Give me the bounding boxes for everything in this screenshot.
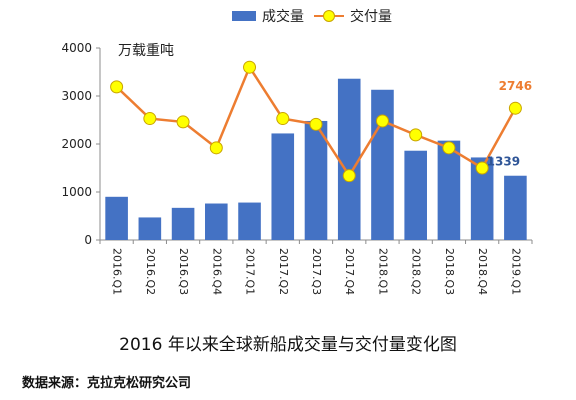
bar [504,175,527,240]
y-tick-label: 3000 [61,89,92,103]
line-point [309,117,323,131]
bar [238,202,261,240]
line-point [176,115,190,129]
x-tick-label: 2017.Q4 [343,248,356,295]
x-tick-label: 2018.Q4 [476,248,489,295]
bar [138,217,162,240]
legend-label-bar: 成交量 [262,9,304,25]
line-point [442,141,456,155]
bar [304,120,328,240]
bar [437,140,461,240]
y-tick-label: 0 [84,233,92,247]
line-point [475,161,489,175]
legend-bar-swatch [232,11,256,21]
legend-line-swatch [314,9,344,23]
line-point [209,141,223,155]
line-point [110,80,124,94]
bar [337,78,361,240]
line-point [375,114,389,128]
x-tick-label: 2017.Q3 [310,248,323,295]
x-tick-label: 2016.Q4 [210,248,223,295]
bar [371,89,394,240]
line-point [243,60,257,74]
x-tick-label: 2016.Q1 [111,248,124,295]
bar [205,203,228,240]
y-tick-label: 2000 [61,137,92,151]
x-tick-label: 2018.Q2 [410,248,423,295]
plot-area: 0 1000 2000 3000 4000 2016.Q1 2016.Q2 2016.Q3 20… [61,41,533,295]
legend-item-line: 交付量 [314,6,392,26]
legend-label-line: 交付量 [350,9,392,25]
line-point [508,101,522,115]
x-tick-label: 2016.Q2 [144,248,157,295]
x-tick-label: 2017.Q2 [277,248,290,295]
line-point [342,169,356,183]
x-tick-label: 2019.Q1 [509,248,522,295]
x-tick-label: 2016.Q3 [177,248,190,295]
line-point [409,128,423,142]
bar [470,157,494,240]
x-tick-label: 2018.Q3 [443,248,456,295]
line-point [276,112,290,126]
bar [105,196,128,240]
y-tick-label: 4000 [61,41,92,55]
bar [171,207,195,240]
data-label: 2746 [499,79,532,93]
x-tick-label: 2018.Q1 [376,248,389,295]
chart-legend: 成交量 交付量 [232,6,402,26]
y-axis-unit-label: 万载重吨 [118,43,174,59]
data-source: 数据来源：克拉克松研究公司 [22,376,192,391]
legend-item-bar: 成交量 [232,6,304,26]
chart-title: 2016 年以来全球新船成交量与交付量变化图 [119,335,457,355]
y-tick-label: 1000 [61,185,92,199]
bar [404,150,427,240]
line-point [143,112,157,126]
bar [271,133,295,240]
data-label: 1339 [487,155,520,169]
x-tick-label: 2017.Q1 [244,248,257,295]
